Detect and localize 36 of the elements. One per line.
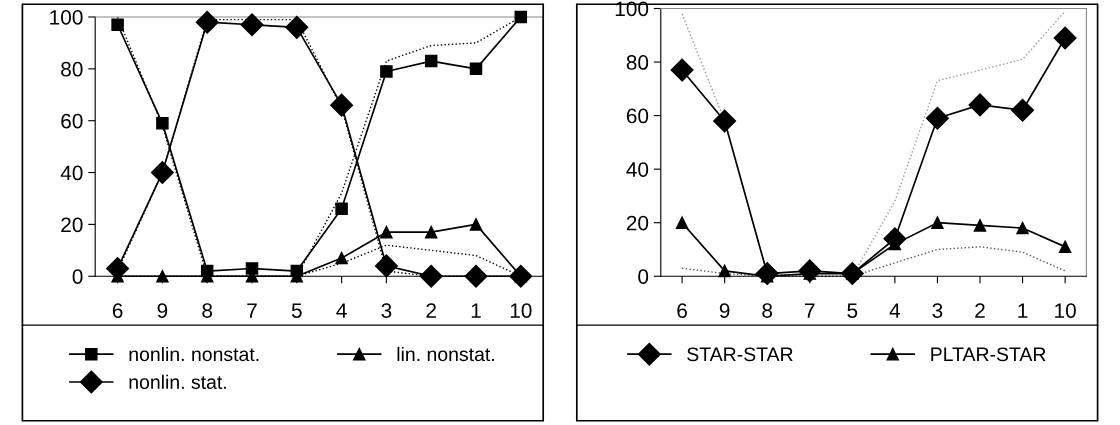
y-tick-label: 60 xyxy=(61,113,83,129)
legend-label: STAR-STAR xyxy=(687,347,793,362)
x-tick-label: 8 xyxy=(762,303,773,318)
x-tick-label: 9 xyxy=(719,303,730,318)
x-tick-label: 2 xyxy=(975,303,985,318)
y-tick-label: 40 xyxy=(626,162,649,177)
legend-label: lin. nonstat. xyxy=(397,346,494,362)
y-tick-label: 40 xyxy=(60,165,83,181)
x-tick-label: 1 xyxy=(471,303,481,318)
x-tick-label: 3 xyxy=(381,303,392,318)
y-tick-label: 20 xyxy=(61,217,83,233)
x-tick-label: 9 xyxy=(157,303,168,318)
y-tick-label: 0 xyxy=(638,269,649,284)
x-tick-label: 4 xyxy=(336,303,347,318)
y-tick-label: 80 xyxy=(626,55,649,70)
y-tick-label: 60 xyxy=(626,108,649,124)
x-tick-label: 8 xyxy=(202,303,213,318)
x-tick-label: 6 xyxy=(112,303,123,318)
y-tick-label: 100 xyxy=(50,10,83,25)
x-tick-label: 10 xyxy=(1055,303,1076,318)
x-tick-label: 10 xyxy=(510,303,532,318)
x-tick-label: 7 xyxy=(247,303,257,318)
x-tick-label: 3 xyxy=(932,303,943,318)
y-tick-label: 20 xyxy=(626,215,649,231)
x-tick-label: 4 xyxy=(889,303,901,318)
legend-label: PLTAR-STAR xyxy=(931,347,1046,362)
x-tick-label: 5 xyxy=(291,303,302,318)
x-tick-label: 5 xyxy=(847,303,858,318)
x-tick-label: 7 xyxy=(805,303,815,318)
y-tick-label: 0 xyxy=(72,269,83,284)
y-tick-label: 80 xyxy=(61,61,83,77)
legend-label: nonlin. stat. xyxy=(129,374,226,390)
x-tick-label: 1 xyxy=(1018,303,1028,318)
x-tick-label: 6 xyxy=(677,303,687,318)
x-tick-label: 2 xyxy=(426,303,436,318)
legend-label: nonlin. nonstat. xyxy=(129,346,259,362)
